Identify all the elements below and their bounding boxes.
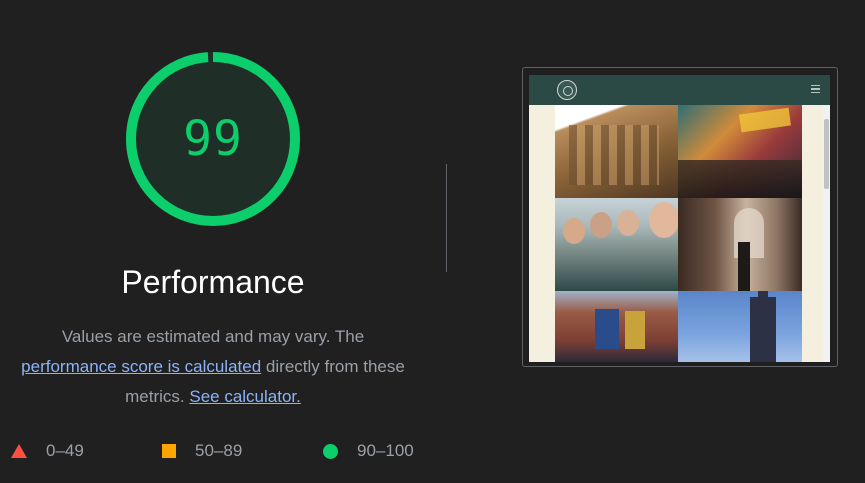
gauge-ring: [126, 52, 300, 226]
circle-icon: [323, 443, 338, 459]
screenshot-scrollbar: [823, 105, 830, 362]
hamburger-menu-icon: [811, 85, 820, 93]
scrollbar-thumb: [824, 119, 829, 189]
site-logo-icon: [557, 80, 577, 100]
photo-selfie: [555, 198, 678, 291]
photo-interior: [678, 198, 802, 291]
triangle-icon: [11, 444, 27, 458]
description-middle-part2: metrics.: [125, 387, 185, 406]
performance-gauge: 99: [122, 48, 304, 230]
legend-label: 90–100: [357, 441, 414, 460]
description-text: Values are estimated and may vary. The: [61, 327, 365, 346]
screenshot-viewport: [529, 75, 830, 362]
legend-label: 50–89: [195, 441, 243, 460]
divider: [446, 164, 447, 272]
photo-mural: [678, 105, 802, 198]
square-icon: [162, 444, 176, 458]
gauge-score: 99: [183, 111, 243, 167]
legend-item-fail: 0–49: [11, 438, 84, 464]
final-screenshot[interactable]: [522, 67, 838, 367]
site-header: [529, 75, 830, 105]
description-middle-part1: directly from these: [265, 357, 405, 376]
legend-label: 0–49: [46, 441, 84, 460]
photo-building: [555, 105, 678, 198]
score-calculation-link[interactable]: performance score is calculated: [21, 357, 262, 376]
score-legend: 0–49 50–89 90–100: [0, 438, 440, 464]
legend-item-pass: 90–100: [323, 438, 414, 464]
photo-tower: [678, 291, 802, 362]
description-text-middle: directly from these metrics.: [125, 357, 405, 406]
category-title: Performance: [121, 264, 305, 300]
photo-street: [555, 291, 678, 362]
legend-item-average: 50–89: [162, 438, 242, 464]
score-description: Values are estimated and may vary. The p…: [0, 322, 426, 412]
see-calculator-link[interactable]: See calculator.: [189, 387, 301, 406]
